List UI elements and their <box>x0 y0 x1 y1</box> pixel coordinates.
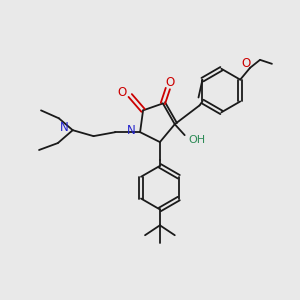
Text: N: N <box>127 124 136 137</box>
Text: OH: OH <box>189 135 206 145</box>
Text: O: O <box>242 57 251 70</box>
Text: O: O <box>165 76 174 89</box>
Text: O: O <box>118 86 127 99</box>
Text: N: N <box>59 121 68 134</box>
